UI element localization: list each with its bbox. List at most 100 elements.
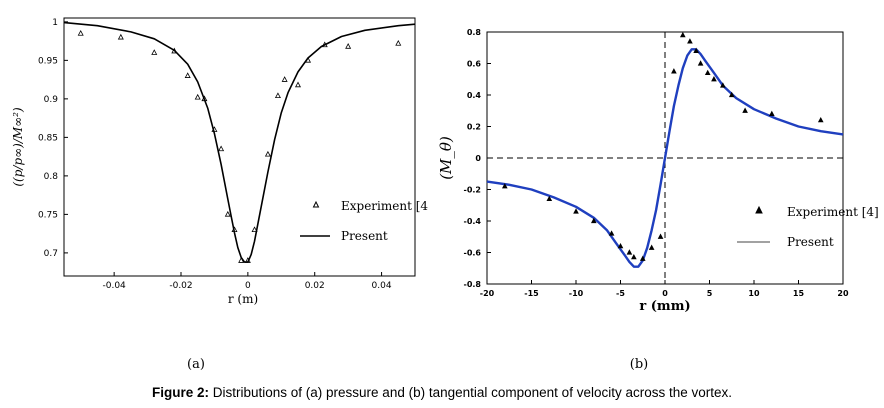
chart-b-ytick-label: 0.4	[467, 91, 482, 100]
chart-b-experiment-point	[742, 107, 748, 113]
chart-b-ytick-label: -0.6	[464, 249, 482, 258]
chart-b-present-line	[486, 48, 844, 268]
chart-a-ylabel: ((p/p∞)/M∞²)	[11, 107, 25, 187]
chart-a-experiment-point	[345, 43, 352, 49]
chart-b-experiment-point	[631, 253, 637, 260]
chart-a-experiment-point	[194, 93, 201, 100]
chart-b-legend: Experiment [4] Present	[737, 205, 879, 249]
chart-a-experiment-point	[321, 41, 328, 48]
chart-a-experiment-point	[251, 226, 258, 233]
chart-b: -20 -15 -10 -5 0 5 10 15 20 -0.8 -0.6 -0.4 -0.2 0 0.2 0…	[437, 28, 879, 372]
chart-b-ytick-label: -0.2	[464, 186, 482, 195]
chart-b-experiment-point	[639, 255, 646, 261]
chart-b-axes: -20 -15 -10 -5 0 5 10 15 20 -0.8 -0.6 -0.4 -0.2 0 0.2 0…	[464, 28, 849, 298]
chart-b-legend-label-experiment: Experiment [4]	[787, 205, 879, 219]
chart-a-experiment-point	[238, 257, 245, 263]
chart-b-experiment-point	[679, 31, 686, 38]
figure-caption-text: Distributions of (a) pressure and (b) ta…	[209, 385, 732, 400]
chart-a-experiment-point	[294, 81, 302, 88]
chart-a-experiment-point	[151, 49, 158, 55]
chart-a-experiment-point	[231, 226, 238, 233]
chart-a-axes: -0.04 -0.02 0 0.02 0.04 0.7 0.75 0.8 0.85 0.9 0.95…	[38, 18, 392, 291]
chart-b-experiment-point	[817, 116, 824, 123]
chart-b-experiment-point	[657, 233, 664, 239]
chart-b-xtick-label: -20	[480, 289, 495, 298]
chart-b-ytick-label: 0.2	[467, 123, 481, 132]
chart-a-experiment-point	[224, 210, 231, 217]
chart-a-experiment-point	[218, 145, 225, 152]
chart-a-ytick-label: 0.7	[44, 249, 58, 259]
chart-a-ytick-label: 0.9	[44, 95, 59, 105]
chart-b-xtick-label: -5	[616, 289, 625, 298]
chart-b-ytick-label: 0.6	[467, 60, 482, 69]
chart-b-experiment-point	[671, 68, 677, 74]
chart-a-legend-label-present: Present	[341, 229, 388, 243]
chart-b-experiment-point	[648, 244, 655, 250]
chart-a-experiment-point	[264, 150, 271, 157]
panel-label-b: (b)	[630, 357, 648, 372]
chart-a-legend: Experiment [4 Present	[300, 199, 428, 243]
chart-b-legend-marker-experiment	[755, 205, 763, 214]
chart-b-xtick-label: 20	[837, 289, 849, 298]
chart-b-xtick-label: 15	[793, 289, 805, 298]
chart-b-experiment-point	[546, 195, 553, 202]
chart-a-experiment-point	[244, 257, 251, 263]
chart-b-ytick-label: 0.8	[467, 28, 482, 37]
chart-a-frame	[63, 17, 416, 277]
chart-b-xtick-label: -15	[524, 289, 539, 298]
chart-a-experiment-point	[211, 126, 218, 132]
chart-a-ytick-label: 0.85	[38, 133, 58, 143]
chart-a-legend-label-experiment: Experiment [4	[341, 199, 428, 213]
chart-b-experiment-point	[573, 208, 579, 214]
chart-a: -0.04 -0.02 0 0.02 0.04 0.7 0.75 0.8 0.85 0.9 0.95…	[11, 17, 428, 372]
panel-label-a: (a)	[187, 357, 205, 372]
chart-b-experiment-point	[697, 60, 704, 66]
chart-a-xtick-label: 0	[245, 281, 251, 291]
chart-b-legend-label-present: Present	[787, 235, 834, 249]
chart-b-experiment-point	[590, 217, 597, 224]
chart-b-ytick-label: 0	[475, 154, 481, 163]
chart-a-xtick-label: -0.02	[169, 281, 192, 291]
chart-a-ytick-label: 0.95	[38, 56, 58, 66]
chart-a-experiment-point	[184, 72, 191, 78]
figure-caption-prefix: Figure 2:	[152, 385, 209, 400]
chart-a-experiment-point	[201, 95, 208, 102]
chart-a-xtick-label: 0.02	[305, 281, 325, 291]
chart-b-experiment-point	[720, 82, 726, 88]
chart-b-experiment-point	[617, 242, 624, 249]
chart-b-ytick-label: -0.4	[464, 217, 482, 226]
chart-b-experiment-point	[608, 230, 615, 236]
chart-a-xlabel: r (m)	[228, 292, 258, 306]
chart-b-experiment-point	[687, 38, 693, 44]
chart-a-ytick-label: 0.8	[44, 172, 59, 182]
chart-a-experiment-point	[395, 39, 402, 46]
chart-a-experiment-point	[77, 29, 84, 36]
chart-b-experiment-point	[728, 91, 735, 98]
chart-a-experiment-point	[281, 76, 288, 82]
chart-a-experiment-point	[171, 47, 178, 54]
chart-b-marks	[486, 31, 844, 268]
chart-a-experiment-point	[117, 33, 124, 40]
chart-b-experiment-point	[711, 75, 717, 82]
chart-b-xlabel: r (mm)	[639, 299, 690, 314]
chart-b-xtick-label: -10	[569, 289, 584, 298]
chart-b-experiment-point	[501, 183, 508, 189]
chart-b-experiment-point	[626, 249, 633, 255]
chart-a-ytick-label: 0.75	[38, 210, 58, 220]
chart-a-xtick-label: 0.04	[372, 281, 392, 291]
chart-b-experiment-point	[704, 69, 711, 76]
chart-a-present-line	[63, 21, 416, 263]
chart-a-xtick-label: -0.04	[102, 281, 126, 291]
chart-b-ytick-label: -0.8	[464, 280, 482, 289]
figure-caption: Figure 2: Distributions of (a) pressure …	[152, 385, 732, 400]
chart-a-experiment-point	[305, 56, 312, 63]
chart-a-experiment-point	[274, 92, 281, 99]
chart-a-ytick-label: 1	[52, 18, 58, 28]
chart-b-xtick-label: 5	[707, 289, 713, 298]
chart-b-xtick-label: 0	[662, 289, 668, 298]
chart-b-experiment-point	[693, 47, 699, 53]
chart-b-xtick-label: 10	[748, 289, 760, 298]
chart-a-legend-marker-experiment	[312, 200, 320, 208]
chart-b-experiment-point	[768, 110, 775, 116]
